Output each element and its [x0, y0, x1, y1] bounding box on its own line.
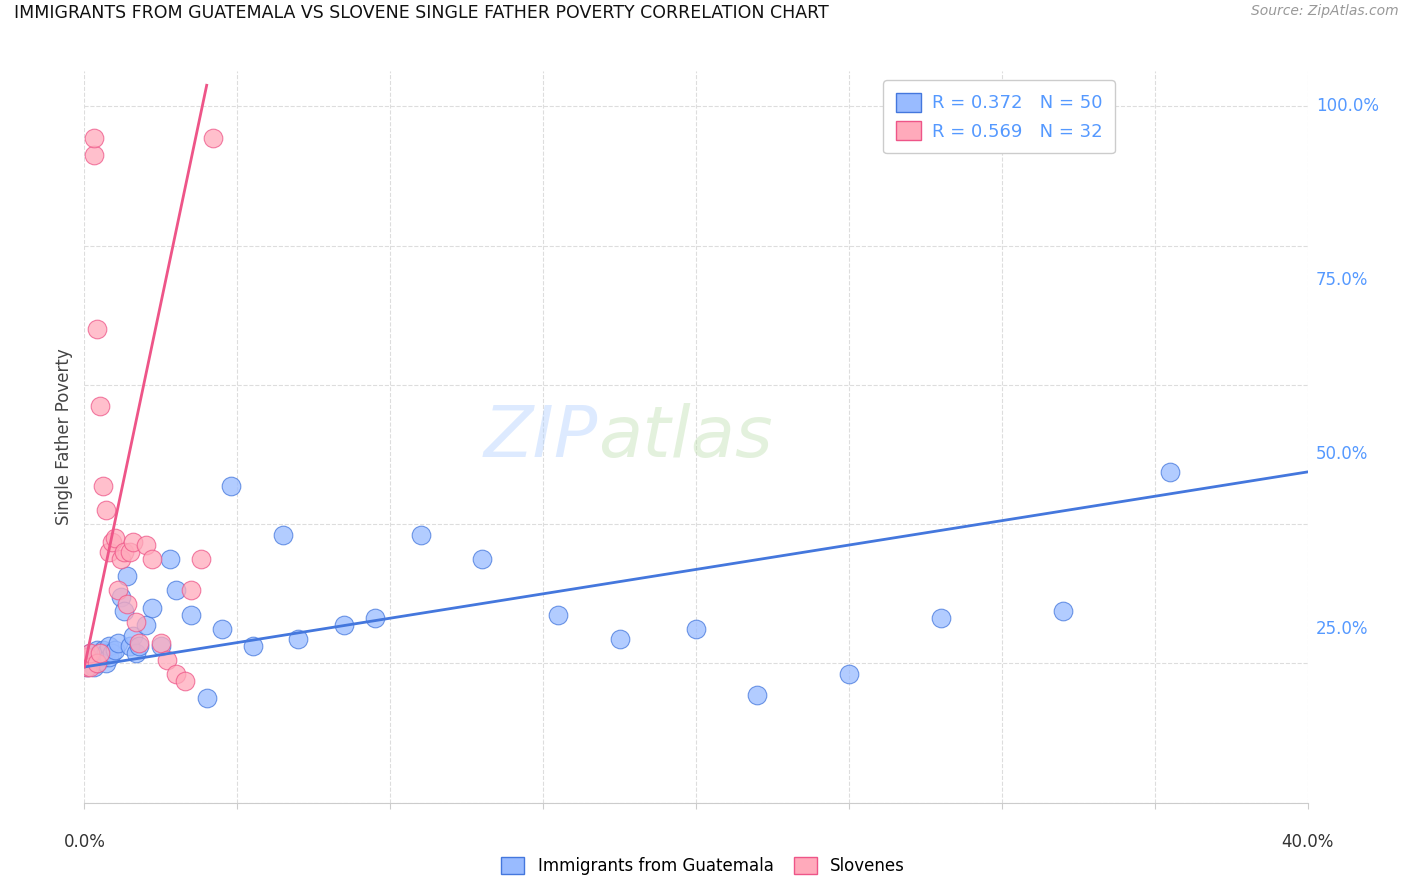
Point: [110, 591, 132, 605]
Point: [86, 322, 108, 336]
Point: [471, 552, 494, 566]
Text: 50.0%: 50.0%: [1316, 445, 1368, 464]
Point: [97, 545, 120, 559]
Point: [1052, 604, 1074, 618]
Point: [409, 527, 432, 541]
Point: [86, 657, 108, 671]
Point: [165, 667, 187, 681]
Point: [190, 552, 212, 566]
Point: [333, 618, 356, 632]
Text: IMMIGRANTS FROM GUATEMALA VS SLOVENE SINGLE FATHER POVERTY CORRELATION CHART: IMMIGRANTS FROM GUATEMALA VS SLOVENE SIN…: [14, 4, 828, 22]
Point: [79, 646, 101, 660]
Point: [364, 611, 387, 625]
Point: [135, 538, 157, 552]
Point: [149, 639, 172, 653]
Point: [104, 642, 127, 657]
Point: [201, 130, 224, 145]
Point: [112, 545, 135, 559]
Point: [1159, 465, 1181, 479]
Point: [76, 649, 98, 664]
Point: [89, 646, 111, 660]
Point: [112, 604, 135, 618]
Point: [83, 649, 105, 664]
Point: [83, 130, 105, 145]
Point: [219, 479, 242, 493]
Point: [180, 607, 202, 622]
Point: [174, 673, 197, 688]
Legend: R = 0.372   N = 50, R = 0.569   N = 32: R = 0.372 N = 50, R = 0.569 N = 32: [883, 80, 1115, 153]
Point: [83, 148, 105, 162]
Text: ZIP: ZIP: [484, 402, 598, 472]
Point: [94, 503, 117, 517]
Point: [97, 649, 120, 664]
Point: [122, 534, 145, 549]
Text: 40.0%: 40.0%: [1281, 833, 1334, 851]
Point: [195, 691, 218, 706]
Text: atlas: atlas: [598, 402, 773, 472]
Text: Source: ZipAtlas.com: Source: ZipAtlas.com: [1251, 4, 1399, 19]
Point: [91, 479, 114, 493]
Point: [838, 667, 860, 681]
Text: 75.0%: 75.0%: [1316, 271, 1368, 289]
Point: [128, 635, 150, 649]
Point: [94, 657, 117, 671]
Point: [180, 583, 202, 598]
Point: [89, 399, 111, 413]
Point: [120, 545, 142, 559]
Point: [115, 597, 138, 611]
Point: [107, 635, 129, 649]
Point: [79, 646, 101, 660]
Point: [747, 688, 769, 702]
Point: [76, 653, 98, 667]
Point: [86, 642, 108, 657]
Point: [86, 657, 108, 671]
Point: [76, 660, 98, 674]
Point: [89, 646, 111, 660]
Point: [101, 646, 124, 660]
Point: [149, 635, 172, 649]
Point: [271, 527, 294, 541]
Point: [141, 552, 163, 566]
Point: [115, 569, 138, 583]
Point: [125, 615, 148, 629]
Point: [101, 534, 124, 549]
Point: [120, 639, 142, 653]
Point: [83, 660, 105, 674]
Text: 25.0%: 25.0%: [1316, 620, 1368, 638]
Point: [211, 622, 233, 636]
Point: [79, 660, 101, 674]
Point: [165, 583, 187, 598]
Point: [110, 552, 132, 566]
Y-axis label: Single Father Poverty: Single Father Poverty: [55, 349, 73, 525]
Point: [89, 653, 111, 667]
Point: [156, 653, 179, 667]
Point: [125, 646, 148, 660]
Point: [685, 622, 707, 636]
Point: [97, 639, 120, 653]
Point: [107, 583, 129, 598]
Point: [547, 607, 569, 622]
Point: [91, 649, 114, 664]
Point: [141, 600, 163, 615]
Point: [287, 632, 309, 646]
Point: [929, 611, 952, 625]
Point: [94, 646, 117, 660]
Point: [159, 552, 181, 566]
Point: [609, 632, 631, 646]
Text: 0.0%: 0.0%: [63, 833, 105, 851]
Point: [79, 657, 101, 671]
Text: 100.0%: 100.0%: [1316, 97, 1379, 115]
Point: [135, 618, 157, 632]
Point: [122, 629, 145, 643]
Point: [76, 660, 98, 674]
Point: [91, 642, 114, 657]
Legend: Immigrants from Guatemala, Slovenes: Immigrants from Guatemala, Slovenes: [492, 849, 914, 884]
Point: [242, 639, 264, 653]
Point: [128, 639, 150, 653]
Point: [104, 531, 127, 545]
